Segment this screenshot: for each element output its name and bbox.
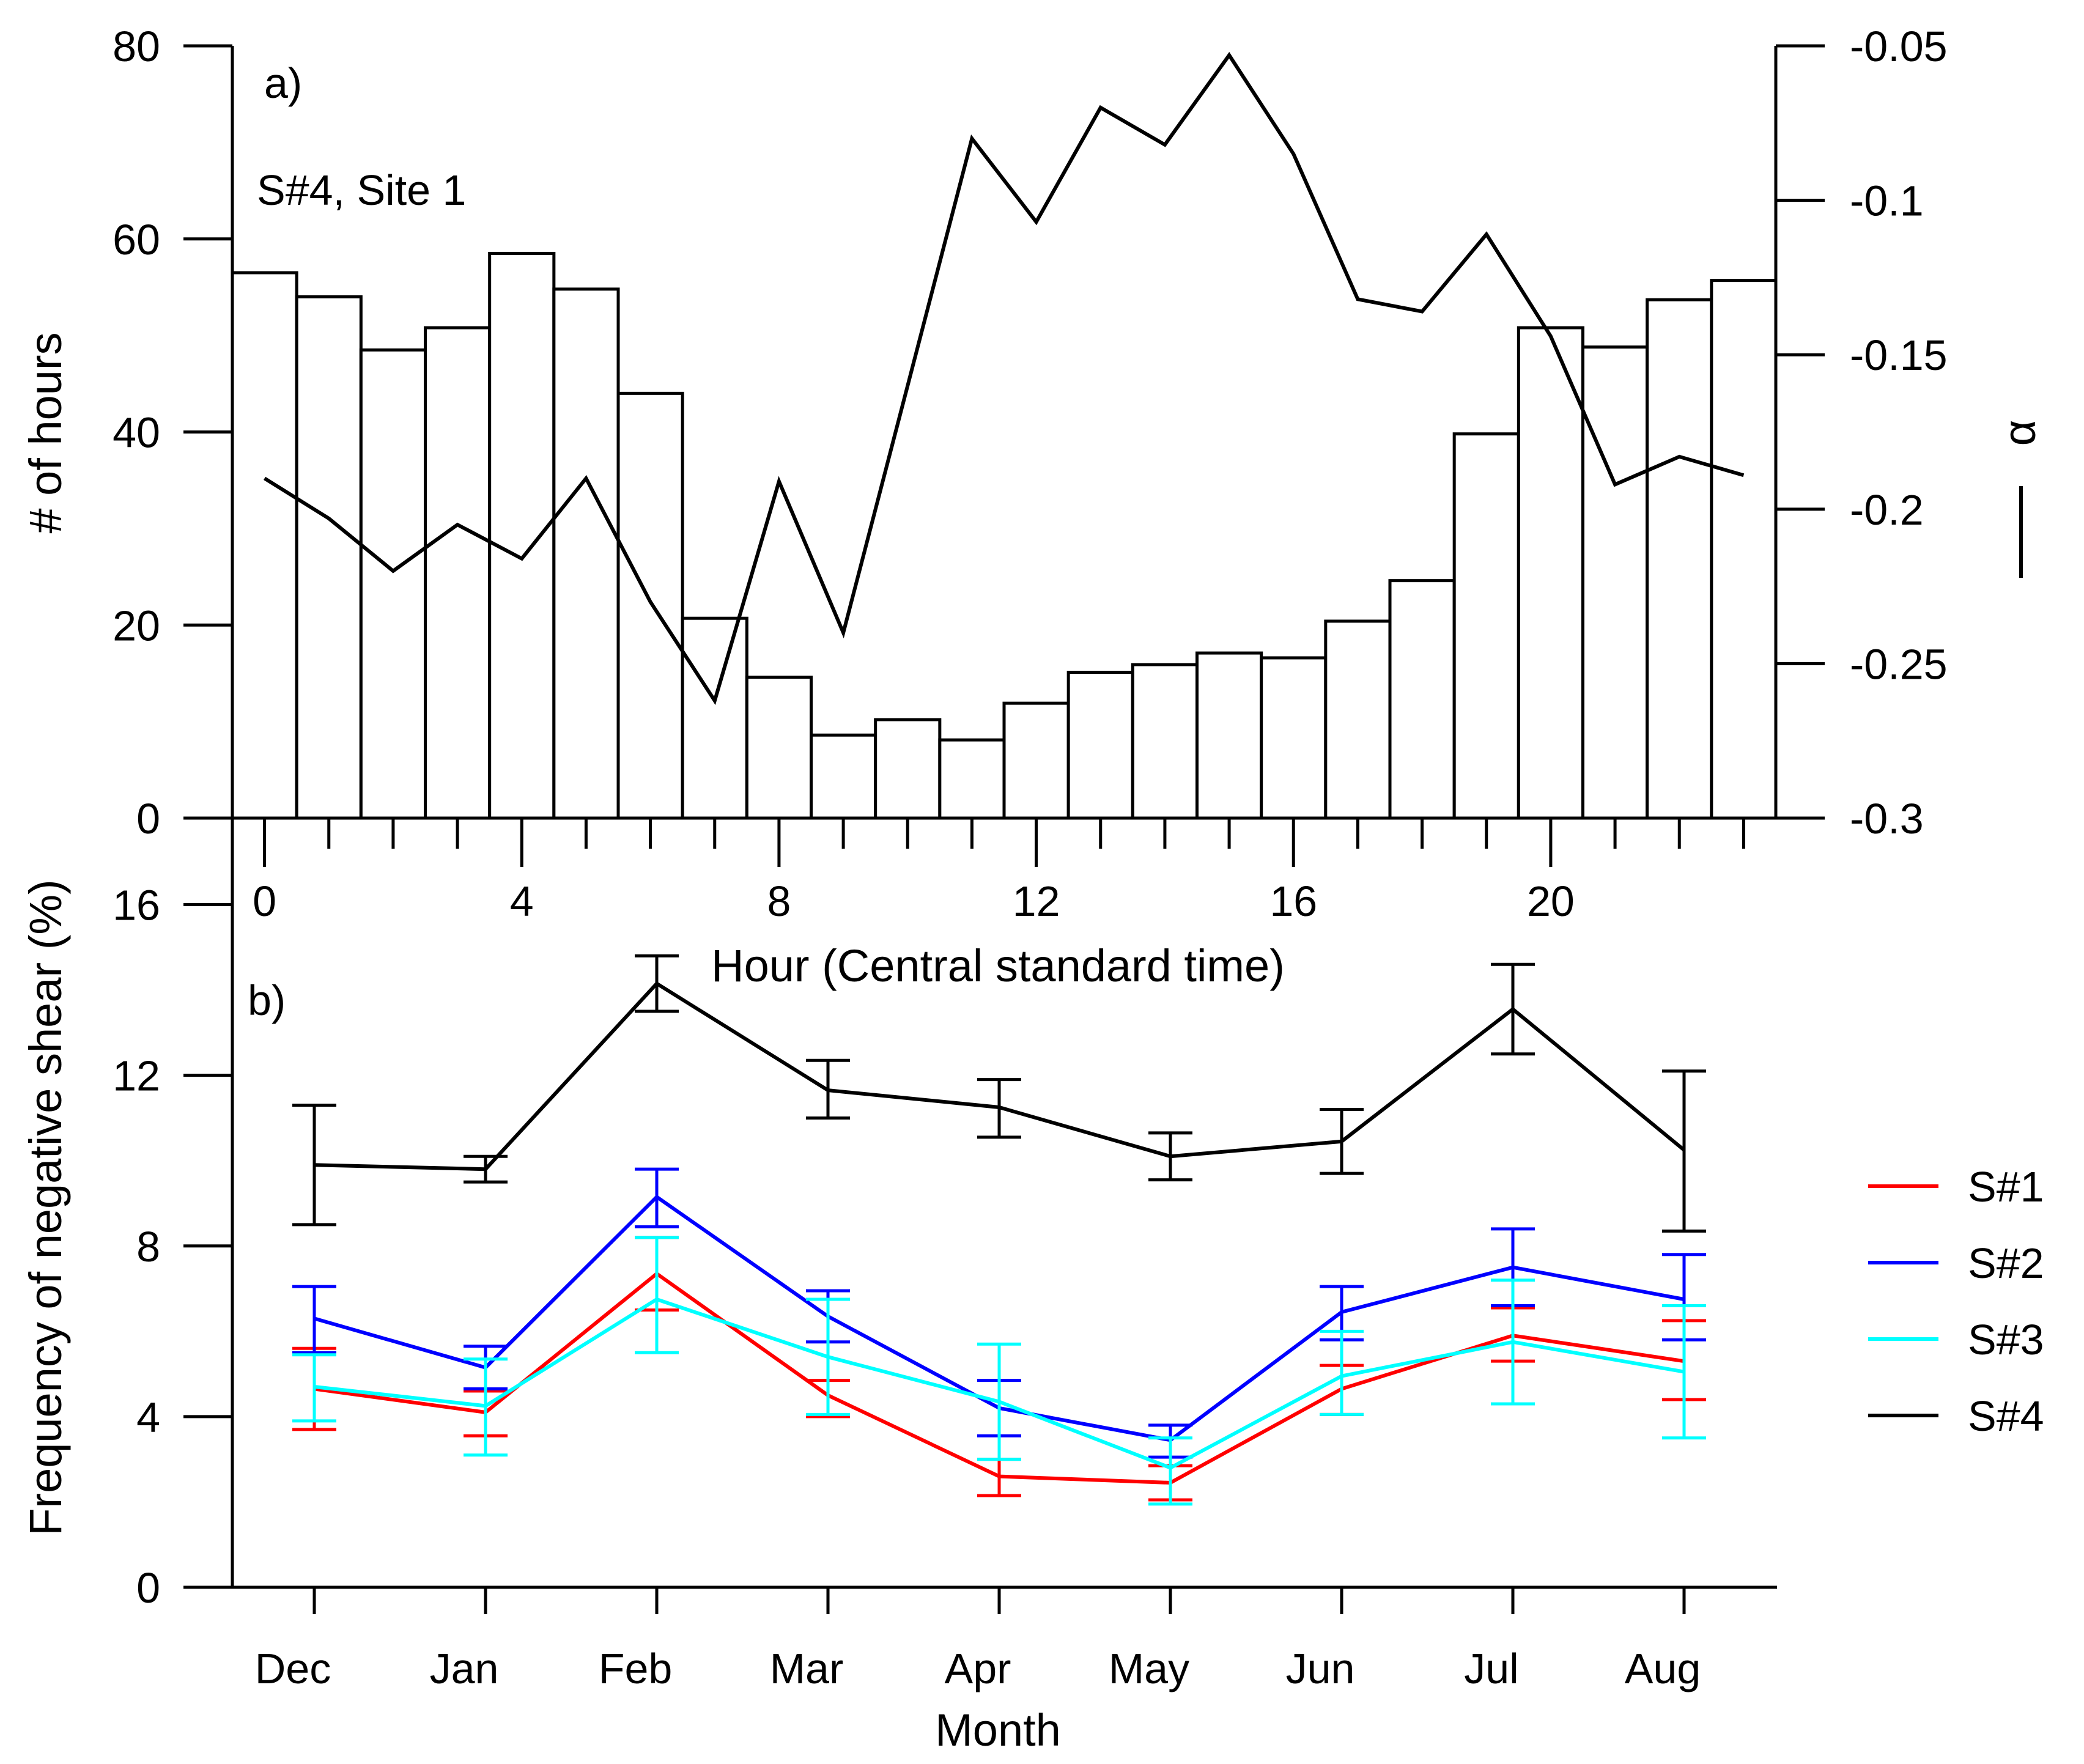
freq-tick-label-12: 12	[113, 1052, 160, 1100]
bar-hour-21	[1581, 345, 1649, 820]
hour-tick-label-16: 16	[1269, 877, 1317, 925]
panel-b-monthly-frequency: 0 4 8 12 16 Dec Jan Feb Mar Apr May Jun Jul Aug b) F…	[20, 819, 2044, 1755]
bar-hour-6	[616, 391, 684, 820]
panel-b-y-axis-title: Frequency of negative shear (%)	[20, 879, 71, 1536]
bar-hour-15	[1195, 651, 1263, 820]
panel-a-left-ticks: 0 20 40 60 80	[113, 23, 232, 843]
bar-hour-12	[1002, 701, 1070, 820]
panel-a-bars	[231, 251, 1778, 820]
panel-b-x-axis-title: Month	[935, 1705, 1061, 1755]
y-tick-label-20: 20	[113, 602, 160, 649]
month-tick-label-apr: Apr	[945, 1645, 1011, 1692]
alpha-line	[264, 51, 1745, 706]
panel-b-month-ticks: Dec Jan Feb Mar Apr May Jun Jul Aug	[255, 1587, 1701, 1692]
bar-hour-22	[1646, 298, 1713, 820]
series-s4	[292, 954, 1706, 1233]
alpha-tick-label-4: -0.1	[1850, 177, 1924, 225]
hour-tick-label-12: 12	[1013, 877, 1060, 925]
bar-hour-9	[810, 733, 878, 820]
freq-tick-label-0: 0	[136, 1564, 160, 1612]
alpha-axis-legend: α	[1994, 420, 2045, 578]
y-tick-label-80: 80	[113, 23, 160, 70]
legend-label-s1: S#1	[1968, 1163, 2044, 1211]
panel-a-y-axis-title: # of hours	[20, 332, 71, 533]
bar-hour-16	[1260, 656, 1328, 820]
legend-label-s4: S#4	[1968, 1392, 2044, 1440]
panel-a-hourly-histogram: 0 20 40 60 80 -0.3 -0.25 -0.2 -0.15 -0.1 -0.05 0 4…	[20, 23, 2045, 991]
bar-hour-2	[359, 348, 427, 820]
s4-line	[314, 981, 1685, 1172]
bar-hour-11	[938, 738, 1006, 820]
panel-b-left-ticks: 0 4 8 12 16	[113, 882, 232, 1612]
bar-hour-5	[552, 287, 620, 820]
alpha-tick-label-2: -0.2	[1850, 486, 1924, 534]
panel-a-label: a)	[264, 59, 302, 107]
panel-a-x-axis-title: Hour (Central standard time)	[711, 940, 1285, 991]
bar-hour-14	[1131, 663, 1199, 820]
y-tick-label-0: 0	[136, 795, 160, 843]
month-tick-label-jul: Jul	[1464, 1645, 1518, 1692]
panel-a-right-ticks: -0.3 -0.25 -0.2 -0.15 -0.1 -0.05	[1776, 23, 1948, 843]
freq-tick-label-8: 8	[136, 1223, 160, 1271]
alpha-axis-title: α	[1994, 420, 2045, 446]
bar-hour-18	[1388, 579, 1456, 820]
bar-hour-4	[488, 251, 556, 820]
bar-hour-0	[231, 271, 298, 820]
alpha-tick-label-1: -0.25	[1850, 640, 1948, 688]
month-tick-label-dec: Dec	[255, 1645, 331, 1692]
series-s3	[292, 1236, 1706, 1506]
y-tick-label-60: 60	[113, 216, 160, 264]
month-tick-label-feb: Feb	[599, 1645, 673, 1692]
freq-tick-label-16: 16	[113, 882, 160, 929]
y-tick-label-40: 40	[113, 409, 160, 457]
month-tick-label-jan: Jan	[430, 1645, 499, 1692]
bar-hour-7	[681, 616, 748, 820]
panel-a-hour-ticks: 0 4 8 12 16 20	[253, 818, 1745, 925]
bar-hour-17	[1324, 619, 1392, 820]
bar-hour-19	[1452, 432, 1520, 820]
alpha-tick-label-3: -0.15	[1850, 331, 1948, 379]
bar-hour-3	[424, 326, 492, 820]
bar-hour-23	[1710, 279, 1778, 820]
legend-label-s2: S#2	[1968, 1239, 2044, 1287]
bar-hour-10	[874, 718, 942, 820]
bar-hour-13	[1066, 671, 1134, 820]
hour-tick-label-4: 4	[510, 877, 534, 925]
legend-label-s3: S#3	[1968, 1316, 2044, 1364]
bar-hour-8	[745, 676, 813, 820]
panel-b-series	[292, 954, 1706, 1506]
hour-tick-label-20: 20	[1527, 877, 1575, 925]
hour-tick-label-0: 0	[253, 877, 276, 925]
month-tick-label-jun: Jun	[1286, 1645, 1355, 1692]
s3-line	[314, 1297, 1685, 1470]
panel-b-label: b)	[248, 976, 286, 1024]
bar-hour-1	[295, 295, 363, 820]
bar-hour-20	[1517, 326, 1584, 820]
hour-tick-label-8: 8	[767, 877, 791, 925]
panel-a-subtitle: S#4, Site 1	[257, 166, 466, 214]
alpha-tick-label-0: -0.3	[1850, 795, 1924, 843]
alpha-tick-label-5: -0.05	[1850, 23, 1948, 70]
month-tick-label-may: May	[1109, 1645, 1189, 1692]
month-tick-label-aug: Aug	[1625, 1645, 1701, 1692]
freq-tick-label-4: 4	[136, 1393, 160, 1441]
legend: S#1 S#2 S#3 S#4	[1868, 1163, 2044, 1440]
month-tick-label-mar: Mar	[770, 1645, 844, 1692]
